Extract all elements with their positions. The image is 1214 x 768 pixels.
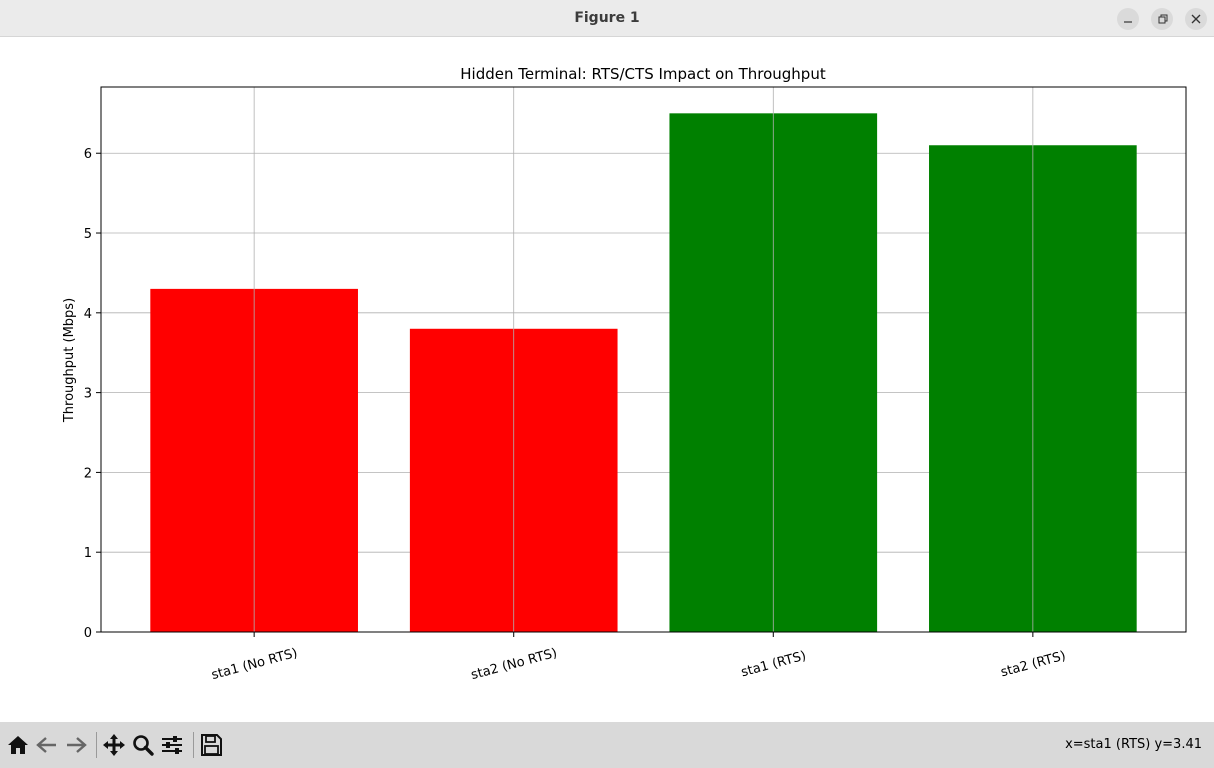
y-tick-label: 6 xyxy=(84,147,92,162)
cursor-position-readout: x=sta1 (RTS) y=3.41 xyxy=(1065,737,1202,752)
home-button[interactable] xyxy=(5,732,31,758)
minimize-button[interactable] xyxy=(1117,8,1139,30)
close-button[interactable] xyxy=(1185,8,1207,30)
zoom-button[interactable] xyxy=(130,732,156,758)
zoom-icon xyxy=(133,735,154,756)
y-axis-label: Throughput (Mbps) xyxy=(62,298,77,423)
x-tick-label: sta1 (No RTS) xyxy=(210,646,299,683)
vertical-grid xyxy=(253,87,1034,632)
home-icon xyxy=(8,736,28,754)
toolbar-separator xyxy=(193,732,194,758)
maximize-icon xyxy=(1158,14,1168,24)
pan-icon xyxy=(103,734,125,756)
y-tick-label: 4 xyxy=(84,307,92,322)
x-axis: sta1 (No RTS) sta2 (No RTS) sta1 (RTS) sta2… xyxy=(210,632,1067,683)
pan-button[interactable] xyxy=(101,732,127,758)
configure-subplots-button[interactable] xyxy=(159,732,185,758)
y-tick-label: 0 xyxy=(84,626,92,641)
configure-subplots-icon xyxy=(162,736,182,754)
x-tick-label: sta1 (RTS) xyxy=(740,649,808,681)
bar-chart: Hidden Terminal: RTS/CTS Impact on Throu… xyxy=(62,65,1187,683)
toolbar-separator xyxy=(96,732,97,758)
title-bar: Figure 1 xyxy=(0,0,1214,37)
save-icon xyxy=(201,734,222,756)
x-tick-label: sta2 (RTS) xyxy=(999,649,1067,681)
back-button[interactable] xyxy=(34,732,60,758)
y-tick-label: 2 xyxy=(84,466,92,481)
maximize-button[interactable] xyxy=(1151,8,1173,30)
y-tick-label: 5 xyxy=(84,227,92,242)
forward-icon xyxy=(67,737,87,753)
y-tick-label: 1 xyxy=(84,546,92,561)
close-icon xyxy=(1191,14,1201,24)
bars xyxy=(150,113,1137,633)
chart-title: Hidden Terminal: RTS/CTS Impact on Throu… xyxy=(460,65,826,83)
forward-button[interactable] xyxy=(63,732,89,758)
y-axis: 0 1 2 3 4 5 6 xyxy=(84,147,101,641)
save-button[interactable] xyxy=(198,732,224,758)
x-tick-label: sta2 (No RTS) xyxy=(469,646,558,683)
minimize-icon xyxy=(1124,21,1132,23)
back-icon xyxy=(36,737,56,753)
navigation-toolbar: x=sta1 (RTS) y=3.41 xyxy=(0,722,1214,768)
y-tick-label: 3 xyxy=(84,387,92,402)
window-title: Figure 1 xyxy=(574,10,640,26)
plot-canvas[interactable]: Hidden Terminal: RTS/CTS Impact on Throu… xyxy=(0,37,1214,722)
plot-area-frame xyxy=(100,86,1187,633)
